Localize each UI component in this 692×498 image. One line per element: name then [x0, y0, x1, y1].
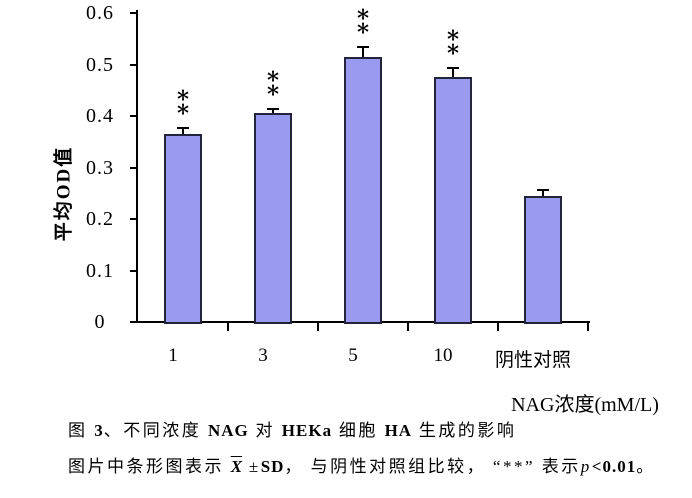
asterisk: *: [176, 85, 190, 113]
asterisk: *: [356, 4, 370, 32]
error-bar-cap: [447, 67, 459, 70]
x-axis-tick: [497, 323, 499, 331]
y-axis-tick-label: 0: [94, 311, 106, 333]
error-bar-line: [362, 47, 364, 57]
error-bar-line: [452, 69, 454, 78]
caption-segment: 细胞: [332, 421, 385, 440]
x-axis-category-label: 5: [348, 345, 358, 366]
caption-segment: 图: [68, 421, 95, 440]
y-axis-tick-label: 0.1: [86, 259, 114, 282]
caption-segment: <0.01: [591, 457, 637, 476]
error-bar-cap: [267, 108, 279, 111]
bar: [164, 134, 202, 324]
caption-segment: SD: [260, 457, 285, 476]
bar: [254, 113, 292, 324]
caption-segment: ， 与阴性对照组比较，: [284, 457, 493, 476]
asterisk: *: [356, 18, 370, 46]
y-axis-tick-label: 0.2: [86, 208, 114, 230]
bar: [434, 77, 472, 324]
y-axis-tick: [130, 63, 138, 66]
y-axis-tick: [130, 269, 138, 272]
error-bar-cap: [177, 126, 189, 129]
error-bar-line: [272, 110, 274, 114]
asterisk: *: [266, 67, 280, 95]
asterisk: *: [176, 99, 190, 127]
x-axis-category-label: 1: [168, 345, 178, 366]
error-bar-line: [542, 191, 544, 196]
caption-segment: 生成的影响: [412, 421, 517, 440]
y-axis-tick: [130, 166, 138, 169]
significance-marker: * *: [261, 67, 285, 109]
caption-segment: 表示: [535, 457, 581, 476]
y-axis-tick: [130, 218, 138, 220]
significance-marker: * *: [441, 26, 465, 68]
caption-segment: X: [230, 457, 243, 476]
bar: [524, 195, 562, 324]
caption-line-2: 图片中条形图表示 X ±SD， 与阴性对照组比较， “**” 表示p<0.01。: [68, 456, 683, 477]
x-axis-tick: [407, 323, 409, 331]
caption-segment: NAG: [208, 421, 249, 440]
bar: [344, 56, 382, 324]
y-axis-tick: [130, 12, 138, 14]
caption-segment: p: [580, 457, 592, 476]
x-axis-tick: [587, 323, 589, 331]
x-axis-title: NAG浓度(mM/L): [511, 394, 659, 416]
y-axis-tick-label: 0.4: [86, 105, 114, 127]
caption-segment: “**”: [492, 457, 536, 476]
caption-segment: 对: [248, 421, 282, 440]
error-bar-cap: [537, 189, 549, 192]
caption-segment: 3: [94, 421, 104, 440]
significance-marker: * *: [351, 4, 375, 46]
caption-segment: ±: [242, 457, 261, 476]
y-axis-tick: [130, 321, 138, 323]
asterisk: *: [446, 40, 460, 68]
caption-segment: 、不同浓度: [103, 421, 208, 440]
y-axis-tick-label: 0.5: [86, 53, 114, 76]
error-bar-cap: [357, 45, 369, 48]
caption-segment: 。: [636, 457, 656, 476]
asterisk: *: [266, 81, 280, 109]
caption-segment: HEKa: [281, 421, 333, 440]
caption-line-1: 图 3、不同浓度 NAG 对 HEKa 细胞 HA 生成的影响: [68, 420, 683, 441]
caption-segment: HA: [384, 421, 413, 440]
x-axis-tick: [227, 323, 229, 331]
figure-caption: 图 3、不同浓度 NAG 对 HEKa 细胞 HA 生成的影响 图片中条形图表示…: [68, 420, 683, 492]
error-bar-line: [182, 128, 184, 135]
significance-marker: * *: [171, 85, 195, 127]
y-axis-tick: [130, 115, 138, 117]
bar-chart: 平均OD值 0 0.1 0.2 0.3 0.4 0.5 0.6 * * 1 * * 3 * * 5 * * 10 阴性…: [54, 2, 659, 416]
x-axis-category-label: 3: [258, 345, 268, 366]
x-axis-category-label: 10: [433, 345, 453, 366]
y-axis-tick-label: 0.3: [86, 156, 114, 179]
plot-area: 0 0.1 0.2 0.3 0.4 0.5 0.6 * * 1 * * 3 * * 5 * * 10 阴性对照: [86, 2, 589, 371]
x-axis-category-label: 阴性对照: [494, 350, 571, 371]
x-axis-tick: [317, 323, 319, 331]
y-axis-tick-label: 0.6: [86, 2, 114, 24]
asterisk: *: [446, 26, 460, 54]
caption-segment: 图片中条形图表示: [68, 457, 231, 476]
